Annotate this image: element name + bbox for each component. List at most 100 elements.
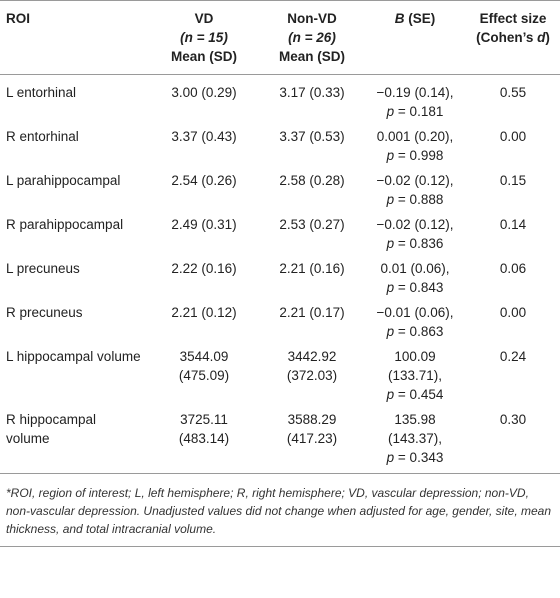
cell-vd-line: 2.54 (0.26): [171, 173, 237, 188]
cell-b-se: 0.01 (0.06), p = 0.843: [364, 259, 466, 303]
table-footnote: *ROI, region of interest; L, left hemisp…: [0, 474, 560, 547]
cell-nonvd-line: 2.21 (0.16): [279, 261, 345, 276]
header-vd-n: (n = 15): [180, 30, 228, 45]
header-vd: VD (n = 15) Mean (SD): [148, 0, 260, 75]
results-table: ROI VD (n = 15) Mean (SD) Non-VD (n = 26…: [0, 0, 560, 474]
cell-nonvd: 3.37 (0.53): [260, 127, 364, 171]
cell-nonvd-line: 2.58 (0.28): [279, 173, 345, 188]
cell-b-se-line: −0.02 (0.12),: [376, 217, 454, 232]
cell-vd-line: 3725.11: [180, 412, 228, 427]
cell-b-se-line: p = 0.454: [386, 387, 444, 402]
cell-b-se: −0.02 (0.12), p = 0.836: [364, 215, 466, 259]
cell-b-se: −0.19 (0.14), p = 0.181: [364, 75, 466, 128]
cell-vd: 3544.09 (475.09): [148, 347, 260, 410]
cell-effect-size: 0.55: [499, 85, 527, 100]
cell-roi-line: L precuneus: [6, 261, 80, 276]
cell-effect-size: 0.06: [499, 261, 527, 276]
cell-nonvd-line: 3.37 (0.53): [279, 129, 345, 144]
table-row: L precuneus 2.22 (0.16) 2.21 (0.16) 0.01 (0…: [0, 259, 560, 303]
cell-b-se-line: p = 0.343: [386, 450, 444, 465]
cell-nonvd-line: 3.17 (0.33): [279, 85, 345, 100]
cell-effect-size: 0.14: [499, 217, 527, 232]
cell-nonvd: 3.17 (0.33): [260, 75, 364, 128]
cell-vd: 2.21 (0.12): [148, 303, 260, 347]
cell-vd: 2.54 (0.26): [148, 171, 260, 215]
cell-effect-size: 0.00: [499, 129, 527, 144]
cell-roi-line: volume: [6, 431, 50, 446]
cell-roi-line: R parahippocampal: [6, 217, 124, 232]
cell-b-se-line: 135.98: [394, 412, 436, 427]
cell-roi-line: L parahippocampal: [6, 173, 121, 188]
cell-roi: L precuneus: [0, 259, 148, 303]
header-roi: ROI: [0, 0, 148, 75]
cell-b-se-line: 100.09: [394, 349, 436, 364]
header-nonvd: Non-VD (n = 26) Mean (SD): [260, 0, 364, 75]
cell-b-se-line: p = 0.843: [386, 280, 444, 295]
table-row: L parahippocampal 2.54 (0.26) 2.58 (0.28) −…: [0, 171, 560, 215]
cell-effect-size: 0.15: [499, 173, 527, 188]
cell-b-se-line: 0.01 (0.06),: [380, 261, 450, 276]
cell-roi-line: R hippocampal: [6, 412, 97, 427]
cell-vd: 3725.11 (483.14): [148, 410, 260, 474]
cell-b-se-line: (133.71),: [387, 368, 443, 383]
cell-nonvd: 2.21 (0.17): [260, 303, 364, 347]
cell-b-se-line: p = 0.836: [386, 236, 444, 251]
cell-effect-size: 0.30: [466, 410, 560, 474]
cell-b-se: −0.02 (0.12), p = 0.888: [364, 171, 466, 215]
table-row: R precuneus 2.21 (0.12) 2.21 (0.17) −0.01 (…: [0, 303, 560, 347]
cell-nonvd: 2.53 (0.27): [260, 215, 364, 259]
cell-roi-line: L entorhinal: [6, 85, 77, 100]
cell-roi: L parahippocampal: [0, 171, 148, 215]
table-row: L hippocampal volume 3544.09 (475.09) 3442.…: [0, 347, 560, 410]
table-row: R entorhinal 3.37 (0.43) 3.37 (0.53) 0.001 …: [0, 127, 560, 171]
cell-vd: 3.00 (0.29): [148, 75, 260, 128]
cell-b-se-line: p = 0.998: [386, 148, 444, 163]
cell-nonvd-line: 3442.92: [287, 349, 337, 364]
cell-nonvd-line: (372.03): [286, 368, 338, 383]
header-effect-size: Effect size (Cohen’s d): [466, 0, 560, 75]
cell-vd: 2.49 (0.31): [148, 215, 260, 259]
cell-effect-size: 0.00: [499, 305, 527, 320]
cell-vd-line: (475.09): [178, 368, 230, 383]
cell-vd-line: 2.21 (0.12): [171, 305, 237, 320]
cell-b-se-line: −0.02 (0.12),: [376, 173, 454, 188]
cell-roi: L hippocampal volume: [0, 347, 148, 410]
cell-roi: R hippocampal volume: [0, 410, 148, 474]
cell-vd: 3.37 (0.43): [148, 127, 260, 171]
cell-nonvd: 3588.29 (417.23): [260, 410, 364, 474]
cell-roi-line: R entorhinal: [6, 129, 79, 144]
cell-vd-line: 3.00 (0.29): [171, 85, 237, 100]
cell-b-se-line: −0.19 (0.14),: [376, 85, 454, 100]
cell-roi-line: R precuneus: [6, 305, 83, 320]
cell-b-se-line: p = 0.181: [386, 104, 444, 119]
cell-vd-line: (483.14): [178, 431, 230, 446]
table-row: R parahippocampal 2.49 (0.31) 2.53 (0.27) −…: [0, 215, 560, 259]
table-row: R hippocampal volume 3725.11 (483.14) 3588.2…: [0, 410, 560, 474]
cell-nonvd-line: (417.23): [286, 431, 338, 446]
cell-b-se-line: −0.01 (0.06),: [376, 305, 454, 320]
cell-b-se-line: p = 0.863: [386, 324, 444, 339]
cell-b-se: 135.98 (143.37), p = 0.343: [364, 410, 466, 474]
table-row: L entorhinal 3.00 (0.29) 3.17 (0.33) −0.19 …: [0, 75, 560, 128]
cell-b-se: −0.01 (0.06), p = 0.863: [364, 303, 466, 347]
cell-b-se: 0.001 (0.20), p = 0.998: [364, 127, 466, 171]
cell-nonvd: 2.21 (0.16): [260, 259, 364, 303]
cell-b-se-line: (143.37),: [387, 431, 443, 446]
cell-b-se-line: p = 0.888: [386, 192, 444, 207]
cell-roi: L entorhinal: [0, 75, 148, 128]
cell-roi: R precuneus: [0, 303, 148, 347]
cell-effect-size: 0.24: [499, 349, 527, 364]
cell-vd-line: 2.22 (0.16): [171, 261, 237, 276]
table-header-row: ROI VD (n = 15) Mean (SD) Non-VD (n = 26…: [0, 0, 560, 75]
cell-roi: R entorhinal: [0, 127, 148, 171]
cell-nonvd-line: 2.53 (0.27): [279, 217, 345, 232]
table-body: L entorhinal 3.00 (0.29) 3.17 (0.33) −0.19 …: [0, 75, 560, 474]
cell-vd: 2.22 (0.16): [148, 259, 260, 303]
cell-nonvd-line: 2.21 (0.17): [279, 305, 345, 320]
cell-nonvd: 3442.92 (372.03): [260, 347, 364, 410]
cell-vd-line: 3544.09: [179, 349, 229, 364]
cell-vd-line: 2.49 (0.31): [171, 217, 237, 232]
cell-b-se: 100.09 (133.71), p = 0.454: [364, 347, 466, 410]
header-nonvd-n: (n = 26): [288, 30, 336, 45]
